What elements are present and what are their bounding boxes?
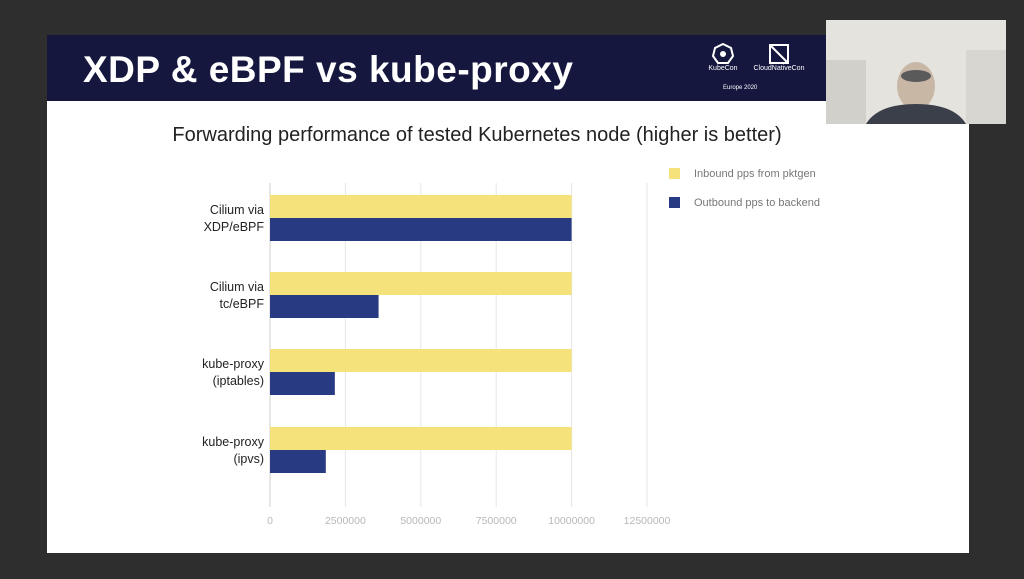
bar-outbound (270, 295, 379, 318)
bar-inbound (270, 349, 572, 372)
y-category-label: kube-proxy (ipvs) (202, 435, 265, 466)
kubecon-logo: KubeCon (695, 43, 751, 95)
y-category-label: Cilium via tc/eBPF (210, 280, 265, 311)
legend-swatch-inbound (669, 168, 680, 179)
x-tick-label: 5000000 (400, 515, 441, 527)
legend-swatch-outbound (669, 197, 680, 208)
x-tick-label: 7500000 (476, 515, 517, 527)
x-tick-label: 12500000 (624, 515, 671, 527)
bar-inbound (270, 272, 572, 295)
legend-label-inbound: Inbound pps from pktgen (694, 168, 816, 180)
presenter-webcam (826, 20, 1006, 124)
kubecon-logo-text: KubeCon (708, 65, 738, 72)
x-tick-label: 10000000 (548, 515, 595, 527)
bar-inbound (270, 195, 572, 218)
x-tick-label: 2500000 (325, 515, 366, 527)
y-category-label: Cilium via XDP/eBPF (204, 203, 265, 234)
bar-chart: 0 2500000 5000000 7500000 10000000 12500000 Ci… (202, 183, 671, 527)
presenter-webcam-icon (826, 20, 1006, 124)
event-text: Europe 2020 (723, 85, 758, 91)
chart-title: Forwarding performance of tested Kuberne… (172, 124, 782, 146)
slide-title: XDP & eBPF vs kube-proxy (83, 49, 574, 90)
bar-outbound (270, 372, 335, 395)
cloudnativecon-icon (769, 44, 789, 64)
kubecon-icon (712, 43, 734, 64)
bar-inbound (270, 427, 572, 450)
cloudnativecon-logo-text: CloudNativeCon (753, 65, 805, 72)
bar-outbound (270, 218, 572, 241)
legend-label-outbound: Outbound pps to backend (694, 197, 820, 209)
cloudnativecon-logo: CloudNativeCon (751, 43, 807, 95)
bar-outbound (270, 450, 326, 473)
slide: XDP & eBPF vs kube-proxy KubeCon CloudNa… (47, 35, 969, 553)
y-category-label: kube-proxy (iptables) (202, 357, 265, 388)
slide-header: XDP & eBPF vs kube-proxy KubeCon CloudNa… (47, 35, 969, 101)
x-tick-label: 0 (267, 515, 273, 527)
